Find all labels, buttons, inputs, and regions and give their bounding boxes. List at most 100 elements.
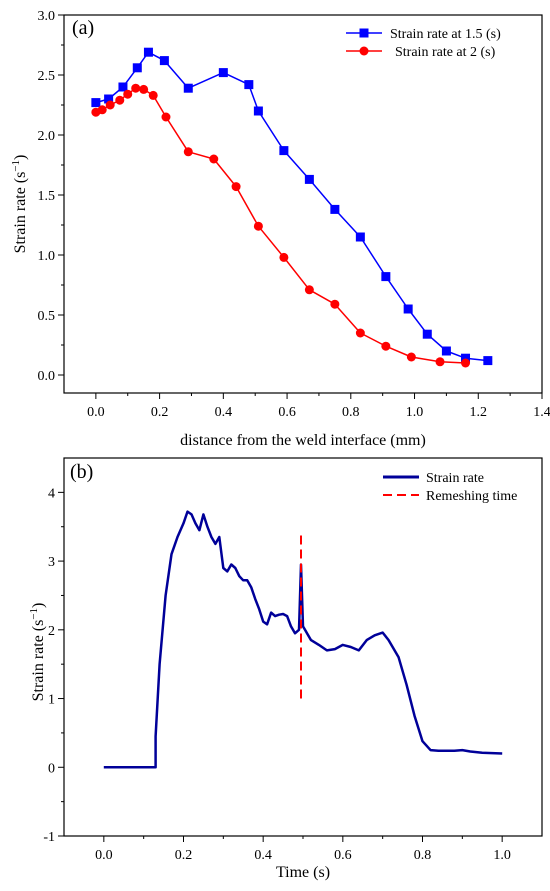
panel-label-b: (b)	[70, 461, 93, 483]
legend-label-b-1: Remeshing time	[426, 489, 517, 504]
data-point-a-0-3	[132, 63, 142, 73]
data-point-a-1-13	[279, 252, 289, 262]
x-tick-label-b-3: 0.6	[334, 848, 352, 863]
x-tick-label-a-7: 1.4	[533, 405, 550, 420]
panel-a: 0.0 0.2 0.4 0.6 0.8 1.0 1.2 1.4 0.0 0.5 1.0 1.5 2.0…	[10, 9, 550, 449]
legend-b: Strain rate Remeshing time	[383, 471, 517, 504]
legend-label-a-0: Strain rate at 1.5 (s)	[390, 27, 501, 42]
x-axis-title-a: distance from the weld interface (mm)	[180, 432, 426, 449]
data-point-a-1-11	[231, 182, 241, 192]
legend-marker-a-1	[359, 46, 369, 56]
data-point-a-1-18	[406, 352, 416, 362]
y-tick-label-a-4: 2.0	[38, 129, 56, 144]
plot-frame-b	[63, 457, 543, 837]
data-point-a-1-8	[161, 112, 171, 122]
y-tick-label-a-6: 3.0	[38, 9, 56, 24]
series-line-a-1	[95, 87, 466, 364]
y-axis-a: 0.0 0.5 1.0 1.5 2.0 2.5 3.0	[38, 9, 64, 384]
y-axis-title-a-sup: −1	[10, 160, 22, 172]
series-group-b	[103, 510, 503, 769]
x-tick-label-a-6: 1.2	[470, 405, 488, 420]
data-point-a-0-9	[253, 106, 263, 116]
y-tick-label-a-2: 1.0	[38, 249, 56, 264]
data-point-a-1-17	[381, 341, 391, 351]
data-point-a-0-7	[218, 68, 228, 78]
data-point-a-1-16	[355, 328, 365, 338]
data-point-a-0-10	[279, 146, 289, 156]
data-point-a-1-7	[148, 90, 158, 100]
x-tick-label-a-4: 0.8	[342, 405, 360, 420]
legend-a: Strain rate at 1.5 (s) Strain rate at 2 …	[346, 27, 501, 60]
data-point-a-1-2	[105, 100, 115, 110]
y-tick-label-a-5: 2.5	[38, 69, 56, 84]
legend-label-a-1: Strain rate at 2 (s)	[395, 45, 496, 60]
data-point-a-0-0	[91, 98, 101, 108]
y-tick-label-b-0: -1	[43, 830, 55, 845]
x-tick-label-a-0: 0.0	[87, 405, 105, 420]
data-point-a-0-6	[183, 83, 193, 93]
data-point-a-0-12	[330, 204, 340, 214]
y-tick-label-b-4: 3	[48, 555, 55, 570]
data-point-a-1-14	[304, 285, 314, 295]
data-point-a-0-4	[143, 47, 153, 57]
y-axis-title-a: Strain rate (s−1)	[10, 155, 29, 254]
x-tick-label-a-3: 0.6	[278, 405, 296, 420]
y-tick-label-a-3: 1.5	[38, 189, 56, 204]
data-point-a-1-6	[139, 84, 149, 94]
data-point-a-0-13	[355, 232, 365, 242]
data-point-a-1-5	[131, 83, 141, 93]
y-tick-label-b-1: 0	[48, 761, 55, 776]
series-line-b-0	[103, 510, 503, 769]
y-tick-label-b-5: 4	[48, 486, 55, 501]
x-tick-label-b-5: 1.0	[493, 848, 511, 863]
data-point-a-0-1	[104, 94, 114, 104]
y-axis-title-b-sup: −1	[28, 608, 40, 620]
y-axis-b: -1 0 1 2 3 4	[43, 486, 64, 845]
x-axis-a: 0.0 0.2 0.4 0.6 0.8 1.0 1.2 1.4	[87, 393, 550, 420]
y-axis-title-b-main: Strain rate (s	[30, 620, 47, 702]
data-point-a-0-19	[483, 356, 493, 366]
y-axis-title-b: Strain rate (s−1)	[28, 603, 47, 702]
data-point-a-0-15	[403, 304, 413, 314]
x-tick-label-b-4: 0.8	[414, 848, 432, 863]
data-point-a-1-19	[435, 357, 445, 367]
data-point-a-1-12	[253, 221, 263, 231]
x-tick-label-a-1: 0.2	[151, 405, 169, 420]
y-tick-label-b-2: 1	[48, 693, 55, 708]
data-point-a-1-10	[209, 154, 219, 164]
data-point-a-0-2	[118, 82, 128, 92]
plot-frame-a	[63, 14, 543, 394]
data-point-a-0-17	[441, 346, 451, 356]
y-tick-label-a-0: 0.0	[38, 369, 56, 384]
y-axis-title-b-close: )	[30, 603, 47, 608]
series-group-a	[91, 47, 493, 368]
data-point-a-1-3	[115, 95, 125, 105]
x-axis-b: 0.0 0.2 0.4 0.6 0.8 1.0	[95, 836, 511, 863]
data-point-a-1-4	[123, 89, 133, 99]
x-tick-label-b-0: 0.0	[95, 848, 113, 863]
x-tick-label-a-5: 1.0	[406, 405, 424, 420]
y-axis-title-a-main: Strain rate (s	[12, 172, 29, 254]
data-point-a-0-16	[422, 329, 432, 339]
y-tick-label-a-1: 0.5	[38, 309, 56, 324]
data-point-a-0-14	[381, 272, 391, 282]
x-tick-label-b-1: 0.2	[175, 848, 193, 863]
panel-label-a: (a)	[72, 17, 94, 39]
y-tick-label-b-3: 2	[48, 624, 55, 639]
data-point-a-1-9	[183, 147, 193, 157]
data-point-a-1-1	[97, 105, 107, 115]
x-tick-label-a-2: 0.4	[215, 405, 233, 420]
legend-marker-a-0	[359, 28, 369, 38]
legend-label-b-0: Strain rate	[426, 471, 484, 486]
data-point-a-0-18	[461, 353, 471, 363]
data-point-a-0-11	[304, 174, 314, 184]
y-axis-title-a-close: )	[12, 155, 29, 160]
x-tick-label-b-2: 0.4	[254, 848, 272, 863]
x-axis-title-b: Time (s)	[276, 864, 330, 881]
data-point-a-0-5	[159, 56, 169, 66]
data-point-a-1-15	[330, 299, 340, 309]
data-point-a-0-8	[244, 80, 254, 90]
data-point-a-1-20	[461, 358, 471, 368]
